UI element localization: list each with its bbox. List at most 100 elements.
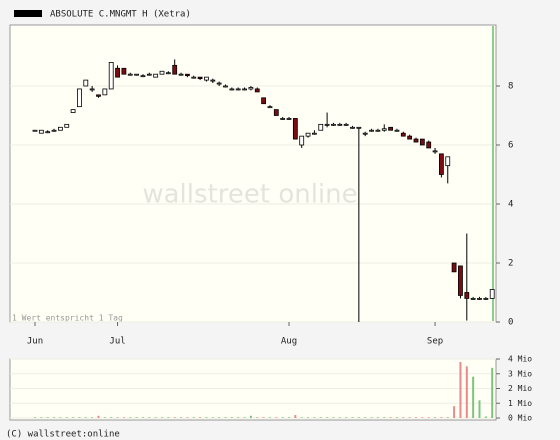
volume-bar	[281, 417, 284, 418]
volume-bar	[34, 417, 36, 418]
candle-body	[89, 88, 95, 91]
y-tick-label: 2	[508, 259, 513, 269]
volume-area	[9, 358, 497, 421]
volume-bar	[478, 400, 481, 418]
volume-bar	[370, 417, 373, 418]
volume-bar	[472, 376, 475, 418]
candle-body	[184, 73, 190, 77]
volume-bar	[84, 417, 87, 418]
volume-bar	[65, 417, 68, 418]
candle-body	[108, 62, 114, 90]
volume-bar	[256, 417, 259, 418]
candle-body	[83, 79, 89, 87]
volume-bar	[53, 417, 56, 418]
volume-bar	[275, 417, 278, 418]
volume-bar	[180, 417, 183, 418]
volume-bar	[141, 417, 144, 418]
candle-body	[356, 126, 362, 129]
candle-body	[38, 129, 44, 134]
candle-body	[229, 88, 235, 91]
volume-bar	[230, 417, 233, 418]
candle-body	[388, 126, 394, 131]
candle-body	[146, 73, 152, 76]
volume-bar	[421, 417, 424, 418]
volume-bar	[199, 417, 202, 418]
plot-area	[9, 24, 497, 323]
volume-bar	[459, 361, 462, 418]
legend-label: ABSOLUTE C.MNGMT H (Xetra)	[50, 10, 191, 20]
candle-body	[140, 75, 146, 78]
candle-body	[191, 76, 197, 79]
volume-bar	[161, 417, 163, 418]
volume-bar	[173, 417, 176, 418]
candle-body	[445, 156, 451, 167]
candle-body	[381, 128, 387, 131]
volume-bar	[408, 417, 411, 418]
volume-bar	[402, 417, 405, 418]
candle-body	[331, 123, 336, 126]
footer: (C) wallstreet:online	[6, 430, 120, 440]
volume-bar	[338, 417, 341, 418]
candle-body	[305, 132, 311, 137]
candle-body	[292, 118, 298, 140]
candle-body	[451, 262, 457, 273]
candle-body	[419, 138, 425, 146]
candle-body	[134, 73, 140, 76]
candle-body	[121, 67, 127, 75]
volume-bar	[135, 417, 138, 418]
volume-bar	[351, 417, 354, 418]
candle-body	[483, 297, 489, 300]
candle-body	[115, 67, 120, 78]
volume-bar	[307, 417, 310, 418]
candle-body	[242, 88, 247, 91]
volume-bar	[211, 417, 214, 418]
volume-bar	[364, 417, 367, 418]
candle-body	[286, 118, 292, 120]
volume-bar	[91, 417, 94, 418]
y-tick-label: 3 Mio	[508, 369, 532, 378]
volume-bar	[395, 417, 398, 418]
volume-bar	[491, 367, 494, 418]
candle-body	[394, 129, 400, 132]
volume-bar	[345, 417, 348, 418]
y-tick-label: 0 Mio	[508, 414, 532, 423]
volume-bar	[427, 417, 430, 418]
volume-bar	[319, 417, 322, 418]
candle-body	[58, 126, 63, 131]
candle-body	[102, 88, 108, 96]
x-tick-label: Jun	[27, 337, 43, 347]
candle-body	[477, 297, 482, 300]
volume-bar	[72, 417, 75, 418]
volume-bar	[218, 417, 221, 418]
candle-body	[153, 73, 159, 78]
candle-body	[375, 129, 381, 132]
note: 1 Wert entspricht 1 Tag	[12, 314, 123, 323]
candle-body	[165, 72, 171, 75]
y-tick-label: 4	[508, 200, 513, 210]
volume-bar	[446, 417, 449, 418]
volume-bar	[154, 417, 157, 418]
candle-body	[337, 123, 343, 126]
volume-bar	[415, 417, 417, 418]
volume-bar	[294, 415, 297, 418]
candle-body	[369, 129, 374, 132]
y-tick-label: 8	[508, 82, 513, 92]
volume-bar	[332, 417, 335, 418]
volume-bar	[59, 417, 62, 418]
volume-bar	[116, 417, 119, 418]
candle-body	[45, 131, 51, 134]
volume-bar	[40, 417, 43, 418]
candle-body	[178, 73, 184, 76]
x-tick-label: Aug	[281, 337, 297, 347]
volume-bar	[205, 417, 208, 418]
volume-bar	[313, 417, 316, 418]
candle-body	[318, 123, 324, 131]
y-tick-label: 1 Mio	[508, 399, 532, 408]
volume-bar	[383, 417, 386, 418]
candle-body	[96, 94, 101, 97]
candle-body	[70, 109, 76, 113]
candle-body	[280, 118, 286, 120]
candle-body	[216, 82, 222, 85]
candle-body	[413, 138, 419, 143]
volume-bar	[110, 417, 113, 418]
